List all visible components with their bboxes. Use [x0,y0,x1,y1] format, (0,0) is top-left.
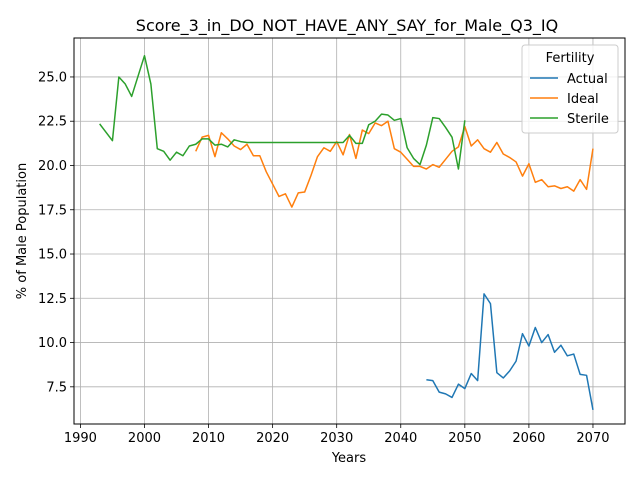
legend-label-actual: Actual [567,72,608,87]
x-tick-label: 2000 [128,431,161,446]
x-tick-label: 2060 [512,431,545,446]
y-tick-label: 12.5 [38,292,67,307]
y-axis-title: % of Male Population [15,163,30,299]
legend-label-sterile: Sterile [567,112,609,127]
x-tick-label: 2070 [576,431,609,446]
legend-label-ideal: Ideal [567,92,599,107]
x-tick-label: 1990 [64,431,97,446]
y-tick-label: 10.0 [38,336,67,351]
y-tick-label: 7.5 [46,380,67,395]
y-tick-label: 17.5 [38,203,67,218]
y-tick-label: 22.5 [38,115,67,130]
x-axis-title: Years [331,451,367,466]
x-tick-label: 2040 [384,431,417,446]
x-tick-label: 2010 [192,431,225,446]
y-tick-label: 15.0 [38,248,67,263]
x-tick-label: 2050 [448,431,481,446]
y-tick-label: 25.0 [38,70,67,85]
x-tick-label: 2030 [320,431,353,446]
legend-title: Fertility [546,51,595,66]
y-tick-label: 20.0 [38,159,67,174]
legend: Fertility Actual Ideal Sterile [522,45,618,133]
x-tick-label: 2020 [256,431,289,446]
chart-title: Score_3_in_DO_NOT_HAVE_ANY_SAY_for_Male_… [136,16,558,36]
